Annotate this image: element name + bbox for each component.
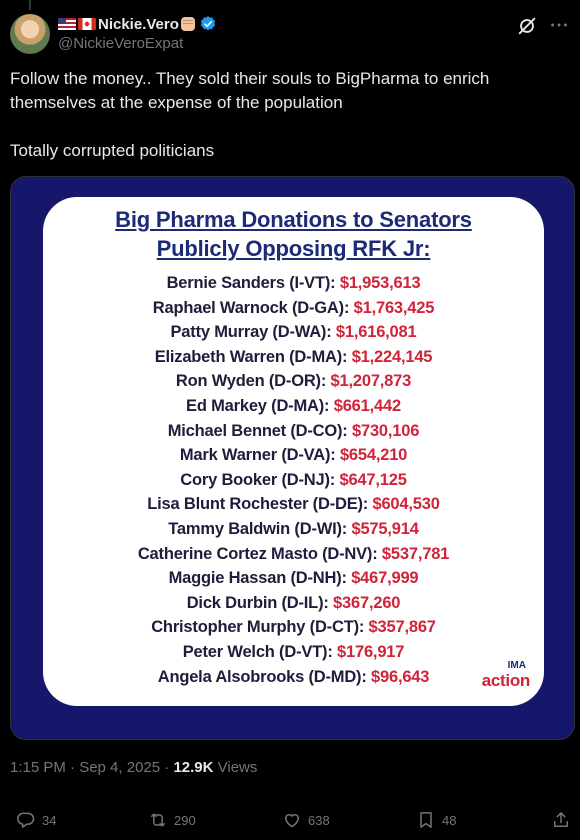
donation-amount: $537,781	[381, 544, 450, 563]
more-icon[interactable]	[548, 14, 570, 36]
senator-name: Elizabeth Warren (D-MA):	[154, 347, 352, 366]
reply-count: 34	[42, 812, 57, 828]
thread-connector-line	[29, 0, 31, 10]
donation-amount: $1,616,081	[335, 323, 417, 342]
senator-name: Michael Bennet (D-CO):	[167, 421, 352, 440]
senator-name: Mark Warner (D-VA):	[179, 446, 340, 465]
reply-icon	[17, 812, 35, 828]
repost-count: 290	[174, 812, 196, 828]
ima-logo-top: IMA	[507, 660, 526, 671]
bookmark-button[interactable]: 48	[416, 808, 456, 832]
donation-row: Angela Alsobrooks (D-MD): $96,643	[43, 665, 544, 690]
share-button[interactable]	[551, 808, 571, 832]
senator-name: Tammy Baldwin (D-WI):	[168, 519, 352, 538]
handle[interactable]: @NickieVeroExpat	[58, 35, 184, 52]
senator-name: Bernie Sanders (I-VT):	[166, 274, 340, 292]
donation-amount: $176,917	[337, 642, 405, 661]
image-card: Big Pharma Donations to Senators Publicl…	[43, 197, 544, 706]
donation-amount: $661,442	[333, 396, 401, 415]
donation-amount: $1,207,873	[330, 372, 412, 391]
donation-row: Raphael Warnock (D-GA): $1,763,425	[43, 296, 544, 321]
heart-icon	[285, 814, 299, 828]
donation-row: Peter Welch (D-VT): $176,917	[43, 640, 544, 665]
donation-amount: $1,953,613	[339, 274, 421, 292]
donation-row: Lisa Blunt Rochester (D-DE): $604,530	[43, 492, 544, 517]
senator-name: Maggie Hassan (D-NH):	[168, 569, 352, 588]
donation-row: Ron Wyden (D-OR): $1,207,873	[43, 369, 544, 394]
donation-row: Tammy Baldwin (D-WI): $575,914	[43, 517, 544, 542]
donation-row: Catherine Cortez Masto (D-NV): $537,781	[43, 542, 544, 567]
senator-name: Ron Wyden (D-OR):	[175, 372, 331, 391]
donation-list: Bernie Sanders (I-VT): $1,953,613 Raphae…	[43, 271, 544, 689]
donation-row: Cory Booker (D-NJ): $647,125	[43, 468, 544, 493]
donation-amount: $96,643	[371, 667, 430, 686]
donation-row: Bernie Sanders (I-VT): $1,953,613	[43, 271, 544, 296]
bookmark-count: 48	[442, 812, 457, 828]
donation-amount: $367,260	[333, 593, 401, 612]
reply-button[interactable]: 34	[16, 808, 56, 832]
verified-badge-icon[interactable]	[199, 15, 217, 33]
senator-name: Lisa Blunt Rochester (D-DE):	[147, 495, 373, 514]
donation-row: Maggie Hassan (D-NH): $467,999	[43, 566, 544, 591]
timestamp[interactable]: 1:15 PM · Sep 4, 2025 ·	[10, 759, 174, 776]
ima-action-logo: IMA action	[460, 658, 531, 692]
senator-name: Patty Murray (D-WA):	[170, 323, 336, 342]
grok-icon[interactable]	[516, 15, 538, 37]
display-name-row[interactable]: Nickie.Vero	[58, 14, 217, 34]
senator-name: Catherine Cortez Masto (D-NV):	[137, 544, 382, 563]
image-title-line-2: Publicly Opposing RFK Jr:	[156, 236, 431, 261]
action-bar: 34 290 638 48	[0, 808, 580, 832]
senator-name: Ed Markey (D-MA):	[186, 396, 334, 415]
raised-fist-icon	[180, 17, 195, 31]
donation-amount: $654,210	[339, 446, 408, 465]
tweet-image[interactable]: Big Pharma Donations to Senators Publicl…	[10, 176, 575, 740]
senator-name: Raphael Warnock (D-GA):	[152, 298, 354, 317]
donation-amount: $1,224,145	[351, 347, 433, 366]
donation-row: Dick Durbin (D-IL): $367,260	[43, 591, 544, 616]
tweet-text-paragraph-2: Totally corrupted politicians	[10, 141, 215, 160]
share-icon	[554, 812, 568, 827]
donation-amount: $604,530	[372, 495, 440, 514]
donation-row: Mark Warner (D-VA): $654,210	[43, 443, 544, 468]
tweet-header: Nickie.Vero @NickieVeroExpat	[10, 12, 570, 56]
donation-row: Ed Markey (D-MA): $661,442	[43, 394, 544, 419]
display-name[interactable]: Nickie.Vero	[98, 15, 179, 33]
views-label: Views	[213, 759, 258, 776]
senator-name: Angela Alsobrooks (D-MD):	[157, 667, 372, 686]
ima-logo-bottom: action	[481, 671, 531, 690]
donation-amount: $730,106	[352, 421, 420, 440]
avatar[interactable]	[10, 14, 50, 54]
donation-amount: $575,914	[351, 519, 419, 538]
repost-button[interactable]: 290	[148, 808, 196, 832]
donation-amount: $357,867	[368, 618, 436, 637]
views-count: 12.9K	[173, 759, 214, 776]
image-title-line-1: Big Pharma Donations to Senators	[115, 207, 472, 232]
tweet-meta: 1:15 PM · Sep 4, 2025 · 12.9K Views	[10, 758, 257, 778]
repost-icon	[151, 813, 165, 827]
image-title: Big Pharma Donations to Senators Publicl…	[43, 205, 544, 263]
donation-row: Michael Bennet (D-CO): $730,106	[43, 419, 544, 444]
tweet-text: Follow the money.. They sold their souls…	[10, 67, 565, 163]
senator-name: Christopher Murphy (D-CT):	[151, 618, 369, 637]
senator-name: Cory Booker (D-NJ):	[180, 470, 340, 489]
donation-row: Patty Murray (D-WA): $1,616,081	[43, 320, 544, 345]
donation-row: Elizabeth Warren (D-MA): $1,224,145	[43, 345, 544, 370]
author-names: Nickie.Vero @NickieVeroExpat	[58, 14, 217, 54]
us-flag-icon	[58, 18, 76, 30]
donation-row: Christopher Murphy (D-CT): $357,867	[43, 615, 544, 640]
donation-amount: $647,125	[339, 470, 407, 489]
senator-name: Dick Durbin (D-IL):	[186, 593, 334, 612]
bookmark-icon	[420, 812, 432, 828]
like-count: 638	[308, 812, 330, 828]
canada-flag-icon	[78, 18, 96, 30]
like-button[interactable]: 638	[282, 808, 330, 832]
donation-amount: $1,763,425	[353, 298, 435, 317]
donation-amount: $467,999	[351, 569, 419, 588]
tweet-text-paragraph-1: Follow the money.. They sold their souls…	[10, 69, 490, 112]
senator-name: Peter Welch (D-VT):	[182, 642, 338, 661]
